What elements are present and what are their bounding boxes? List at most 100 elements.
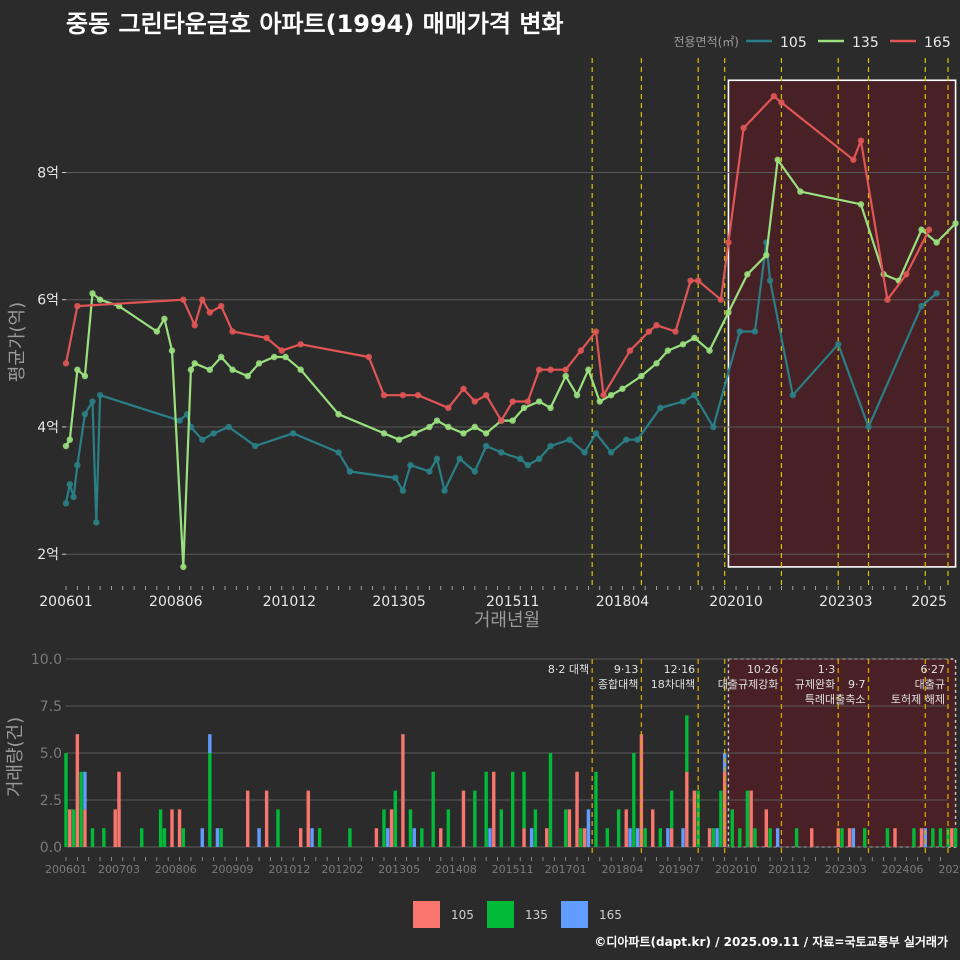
data-point-105 bbox=[89, 398, 96, 405]
volume-bar-135 bbox=[158, 809, 163, 847]
data-point-105 bbox=[335, 449, 342, 456]
data-point-105 bbox=[566, 436, 573, 443]
volume-bar-135 bbox=[533, 809, 538, 847]
data-point-165 bbox=[498, 417, 505, 424]
volume-bar-165 bbox=[215, 828, 220, 847]
data-point-135 bbox=[433, 417, 441, 424]
volume-bar-105 bbox=[847, 828, 852, 847]
volume-bar-105 bbox=[919, 828, 924, 847]
data-point-165 bbox=[645, 328, 653, 335]
volume-bar-135 bbox=[594, 771, 598, 847]
data-point-135 bbox=[679, 341, 687, 348]
data-point-165 bbox=[850, 156, 857, 163]
data-point-105 bbox=[176, 417, 183, 424]
data-point-105 bbox=[736, 328, 744, 335]
volume-bar-105 bbox=[692, 790, 697, 847]
volume-bar-135 bbox=[473, 790, 477, 847]
volume-bar-135 bbox=[745, 790, 750, 847]
data-point-105 bbox=[210, 430, 217, 437]
volume-bar-135 bbox=[632, 753, 636, 847]
data-point-165 bbox=[925, 226, 933, 233]
volume-bar-105 bbox=[582, 828, 587, 847]
volume-bar-165 bbox=[586, 809, 591, 847]
data-point-135 bbox=[297, 366, 304, 373]
volume-bar-135 bbox=[348, 828, 352, 847]
volume-bar-105 bbox=[685, 771, 689, 847]
data-point-135 bbox=[180, 563, 187, 571]
volume-bar-105 bbox=[117, 771, 121, 847]
volume-bar-105 bbox=[651, 809, 655, 847]
volume-bar-135 bbox=[719, 790, 723, 847]
volume-bar-135 bbox=[79, 771, 83, 847]
legend-label-165: 165 bbox=[924, 35, 951, 51]
x-tick-label: 201804 bbox=[596, 594, 650, 610]
data-point-135 bbox=[161, 315, 168, 323]
y-tick-label: 4억 bbox=[37, 420, 59, 436]
volume-bar-135 bbox=[643, 828, 647, 847]
legend-label-135: 135 bbox=[852, 35, 879, 51]
data-point-105 bbox=[433, 455, 441, 462]
data-point-135 bbox=[664, 347, 672, 354]
data-point-165 bbox=[778, 99, 785, 106]
volume-bar-135 bbox=[522, 771, 526, 829]
bar-x-tick-label: 202112 bbox=[768, 863, 810, 876]
data-point-105 bbox=[679, 398, 687, 405]
volume-bar-135 bbox=[696, 790, 700, 847]
volume-bar-135 bbox=[140, 828, 144, 847]
bar-legend-label-165: 165 bbox=[599, 908, 622, 922]
data-point-165 bbox=[672, 328, 679, 335]
data-point-165 bbox=[547, 366, 554, 373]
volume-bar-135 bbox=[420, 828, 424, 847]
bar-x-tick-label: 200909 bbox=[212, 863, 254, 876]
policy-annotation: 8·2 대책 bbox=[548, 663, 589, 676]
volume-bar-135 bbox=[64, 753, 68, 847]
data-point-135 bbox=[596, 398, 603, 405]
bar-x-tick-label: 201305 bbox=[378, 863, 420, 876]
data-point-135 bbox=[218, 353, 225, 361]
volume-bar-105 bbox=[245, 790, 250, 847]
data-point-135 bbox=[191, 360, 198, 367]
volume-bar-135 bbox=[102, 828, 106, 847]
data-point-135 bbox=[535, 398, 543, 405]
bar-x-tick-label: 201408 bbox=[435, 863, 477, 876]
data-point-135 bbox=[653, 360, 660, 367]
volume-bar-165 bbox=[666, 828, 670, 847]
volume-bar-105 bbox=[439, 828, 443, 847]
data-point-105 bbox=[392, 474, 399, 482]
volume-bar-105 bbox=[401, 734, 405, 847]
volume-bar-105 bbox=[545, 828, 549, 847]
bar-x-tick-label: 202406 bbox=[882, 863, 924, 876]
data-point-135 bbox=[706, 347, 713, 354]
volume-bar-105 bbox=[177, 809, 182, 847]
volume-bar-105 bbox=[113, 809, 117, 847]
policy-annotation: 12·16 bbox=[664, 663, 696, 676]
x-tick-label: 202303 bbox=[819, 594, 872, 610]
volume-bar-105 bbox=[624, 809, 628, 847]
volume-bar-105 bbox=[810, 828, 814, 847]
data-point-165 bbox=[884, 296, 891, 303]
data-point-135 bbox=[460, 430, 467, 437]
volume-bar-105 bbox=[461, 790, 466, 847]
volume-bar-135 bbox=[953, 828, 958, 847]
data-point-135 bbox=[282, 353, 289, 361]
data-point-165 bbox=[206, 309, 214, 316]
y-axis-label: 평균가(억) bbox=[7, 302, 28, 382]
volume-bar-165 bbox=[412, 828, 416, 847]
data-point-165 bbox=[218, 302, 225, 310]
data-point-135 bbox=[380, 430, 388, 437]
data-point-105 bbox=[524, 461, 532, 469]
bar-x-tick-label: 202303 bbox=[825, 863, 867, 876]
bar-x-tick-label: 200703 bbox=[98, 863, 140, 876]
volume-bar-135 bbox=[711, 828, 716, 847]
volume-bar-135 bbox=[931, 828, 935, 847]
data-point-105 bbox=[441, 487, 448, 494]
data-point-165 bbox=[278, 347, 285, 354]
policy-annotation: 9·7 bbox=[848, 678, 866, 691]
data-point-105 bbox=[535, 455, 543, 462]
data-point-105 bbox=[74, 461, 81, 469]
data-point-135 bbox=[426, 423, 433, 431]
volume-bar-105 bbox=[492, 771, 496, 847]
series-line-165 bbox=[64, 95, 931, 422]
data-point-135 bbox=[691, 334, 698, 342]
data-point-105 bbox=[918, 302, 925, 310]
